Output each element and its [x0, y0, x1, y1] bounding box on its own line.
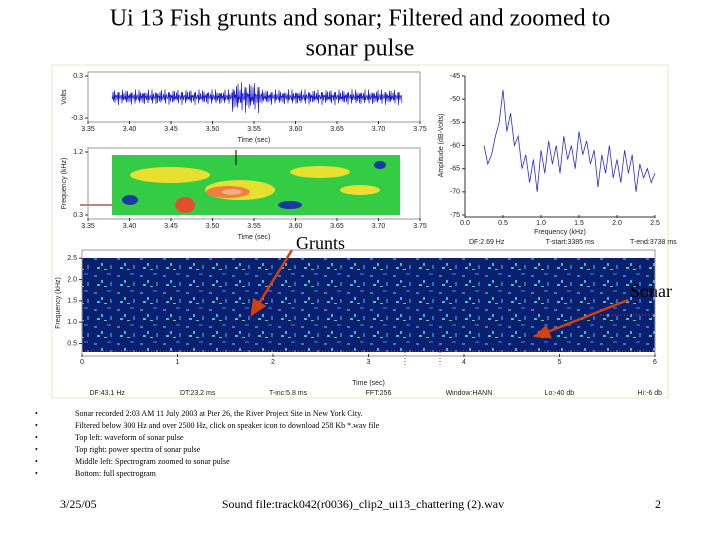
y-tick-label: 1.2 — [73, 149, 83, 156]
x-tick-label: 3.75 — [413, 126, 427, 133]
y-tick-label: 0.3 — [73, 73, 83, 80]
x-tick-label: 3.45 — [164, 126, 178, 133]
x-tick-label: 2 — [271, 359, 275, 366]
x-axis-label: Time (sec) — [238, 234, 271, 241]
x-tick-label: 3.35 — [81, 223, 95, 230]
y-tick-label: -60 — [450, 142, 460, 149]
y-tick-label: 0.5 — [67, 340, 77, 347]
x-tick-label: 0.0 — [460, 220, 470, 227]
y-tick-label: 0.3 — [73, 212, 83, 219]
bullet-dot: • — [35, 469, 38, 478]
y-tick-label: -0.3 — [71, 115, 83, 122]
x-tick-label: 3.40 — [123, 223, 137, 230]
full-spectrogram-image — [82, 258, 655, 352]
x-tick-label: 3.70 — [372, 223, 386, 230]
title: sonar pulse — [306, 36, 415, 62]
x-tick-label: 3.35 — [81, 126, 95, 133]
markers — [82, 314, 655, 365]
x-tick-label: 3.55 — [247, 126, 261, 133]
x-tick-label: 3.45 — [164, 223, 178, 230]
x-tick-label: 3.65 — [330, 223, 344, 230]
y-tick-label: 1.5 — [67, 298, 77, 305]
chart-footer: FFT:256 — [366, 390, 392, 397]
y-axis-label: Frequency (kHz) — [55, 277, 62, 329]
title: Ui 13 Fish grunts and sonar; Filtered an… — [110, 6, 611, 32]
x-axis-label: Frequency (kHz) — [534, 229, 586, 236]
chart-footer: Lo:-40 db — [545, 390, 575, 397]
x-tick-label: 3.60 — [289, 126, 303, 133]
x-tick-label: 5 — [558, 359, 562, 366]
chart-footer: Window:HANN — [446, 390, 493, 397]
bullet-dot: • — [35, 433, 38, 442]
x-tick-label: 3.55 — [247, 223, 261, 230]
y-tick-label: -75 — [450, 212, 460, 219]
bullet-text: Top left: waveform of sonar pulse — [75, 433, 184, 442]
x-tick-label: 0 — [80, 359, 84, 366]
annotation: Sonar — [630, 281, 672, 301]
x-tick-label: 1 — [176, 359, 180, 366]
waveform-trace — [111, 82, 403, 113]
x-tick-label: 3.40 — [123, 126, 137, 133]
y-tick-label: -45 — [450, 73, 460, 80]
x-tick-label: 2.0 — [612, 220, 622, 227]
chart-footer: DT:23.2 ms — [180, 390, 216, 397]
zoom-spectrogram-image — [80, 150, 400, 215]
x-tick-label: 3.65 — [330, 126, 344, 133]
bullet-text: Filtered below 300 Hz and over 2500 Hz, … — [75, 421, 380, 430]
y-tick-label: 2.5 — [67, 255, 77, 262]
x-axis-label: Time (sec) — [238, 137, 271, 144]
footer-file: Sound file:track042(r0036)_clip2_ui13_ch… — [222, 497, 504, 511]
chart-footer: Hi:-6 db — [638, 390, 663, 397]
x-tick-label: 3.50 — [206, 126, 220, 133]
x-tick-label: 3.70 — [372, 126, 386, 133]
x-tick-label: 0.5 — [498, 220, 508, 227]
chart-footer: DF:43.1 Hz — [90, 390, 126, 397]
bullet-dot: • — [35, 421, 38, 430]
y-tick-label: 1.0 — [67, 319, 77, 326]
x-tick-label: 3.50 — [206, 223, 220, 230]
x-tick-label: 3 — [367, 359, 371, 366]
bullet-dot: • — [35, 457, 38, 466]
x-tick-label: 6 — [653, 359, 657, 366]
x-tick-label: 2.5 — [650, 220, 660, 227]
spectrum-line — [483, 89, 656, 192]
y-axis-label: Frequency (kHz) — [61, 158, 68, 210]
x-axis-label: Time (sec) — [352, 380, 385, 387]
x-tick-label: 4 — [462, 359, 466, 366]
x-tick-label: 3.60 — [289, 223, 303, 230]
y-tick-label: -70 — [450, 189, 460, 196]
y-axis-label: Amplitude (dB-Volts) — [438, 114, 445, 178]
y-tick-label: -50 — [450, 96, 460, 103]
bullet-dot: • — [35, 409, 38, 418]
x-tick-label: 1.0 — [536, 220, 546, 227]
y-tick-label: -65 — [450, 166, 460, 173]
bullet-text: Top right: power spectra of sonar pulse — [75, 445, 201, 454]
bullet-dot: • — [35, 445, 38, 454]
bullet-text: Middle left: Spectrogram zoomed to sonar… — [75, 457, 230, 466]
x-tick-label: 3.75 — [413, 223, 427, 230]
figure-frame — [51, 64, 669, 399]
footer-page: 2 — [655, 497, 661, 511]
chart-footer: T-inc:5.8 ms — [269, 390, 308, 397]
y-tick-label: -55 — [450, 119, 460, 126]
y-axis-label: Volts — [61, 89, 68, 105]
chart-footer: T-end:3738 ms — [630, 239, 677, 246]
arrows — [250, 249, 629, 339]
bullet-text: Bottom: full spectrogram — [75, 469, 157, 478]
chart-footer: T-start:3385 ms — [546, 239, 595, 246]
chart-footer: DF:2.69 Hz — [469, 239, 505, 246]
footer-date: 3/25/05 — [60, 497, 97, 511]
annotation: Grunts — [296, 233, 345, 253]
x-tick-label: 1.5 — [574, 220, 584, 227]
y-tick-label: 2.0 — [67, 276, 77, 283]
bullet-text: Sonar recorded 2:03 AM 11 July 2003 at P… — [75, 409, 363, 418]
